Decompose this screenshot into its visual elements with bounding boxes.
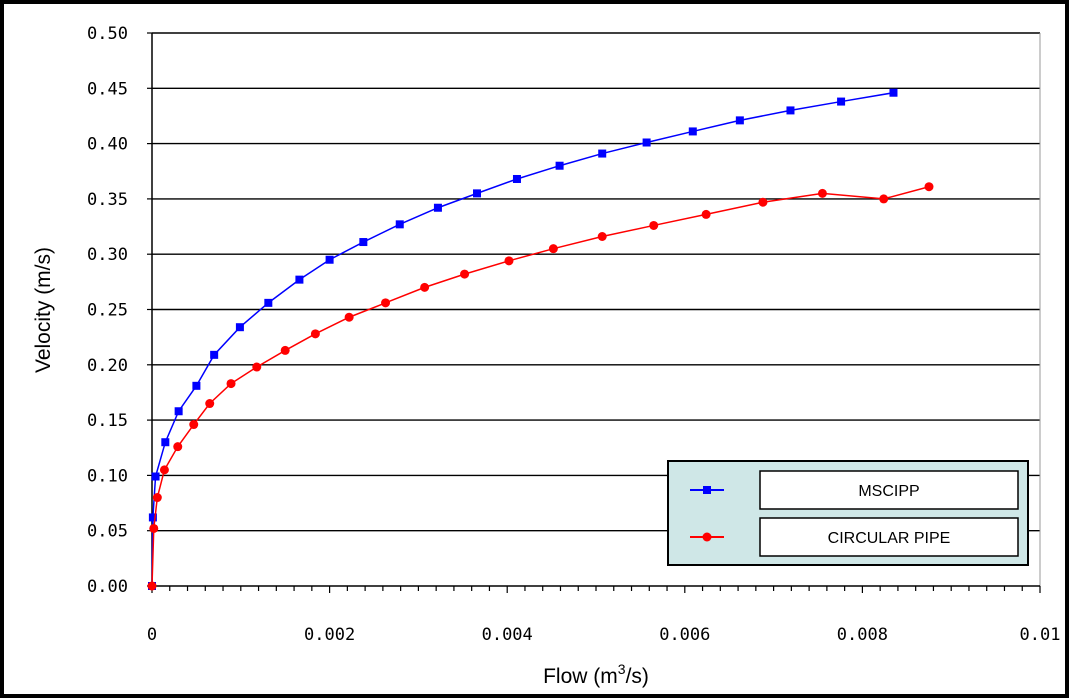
data-point (433, 203, 442, 212)
x-axis-title-sup: 3 (618, 661, 626, 677)
x-axis-title-end: /s) (626, 665, 649, 688)
data-point (174, 407, 183, 416)
data-point (460, 269, 470, 279)
data-point (420, 282, 430, 292)
legend: MSCIPP CIRCULAR PIPE (667, 460, 1029, 566)
data-point (280, 345, 290, 355)
axes (147, 32, 1041, 593)
data-point (189, 420, 199, 430)
data-point (264, 298, 273, 307)
series-layer (147, 88, 934, 591)
legend-swatch-marker (703, 486, 711, 494)
data-point (161, 438, 170, 447)
data-point (149, 523, 159, 533)
y-tick-label: 0.20 (87, 356, 128, 376)
data-point (235, 323, 244, 332)
y-tick-label: 0.30 (87, 245, 128, 265)
data-point (555, 161, 564, 170)
data-point (786, 106, 795, 115)
y-tick-label: 0.15 (87, 411, 128, 431)
data-point (701, 209, 711, 219)
series-0 (148, 88, 898, 590)
legend-label-box (759, 470, 1019, 510)
x-tick-label: 0.008 (837, 625, 888, 645)
data-point (210, 350, 219, 359)
x-tick-label: 0.01 (1020, 625, 1061, 645)
data-point (473, 189, 482, 198)
data-point (147, 581, 157, 591)
x-axis-title-main: Flow (m (543, 665, 618, 688)
data-point (924, 182, 934, 192)
x-tick-label: 0.006 (659, 625, 710, 645)
x-tick-labels: 0 0.002 0.004 0.006 0.008 0.01 (147, 625, 1061, 645)
data-point (173, 442, 183, 452)
x-tick-label: 0 (147, 625, 157, 645)
data-point (879, 194, 889, 204)
y-tick-label: 0.45 (87, 79, 128, 99)
data-point (642, 138, 651, 147)
data-point (205, 399, 215, 409)
data-point (226, 379, 236, 389)
data-point (889, 88, 898, 97)
y-tick-label: 0.50 (87, 24, 128, 44)
data-point (344, 312, 354, 322)
data-point (310, 329, 320, 339)
data-point (512, 174, 521, 183)
legend-label: MSCIPP (858, 483, 919, 500)
legend-swatch-marker (702, 532, 712, 542)
data-point (252, 362, 262, 372)
y-tick-label: 0.25 (87, 301, 128, 321)
data-point (159, 465, 169, 475)
data-point (688, 127, 697, 136)
x-tick-label: 0.004 (482, 625, 533, 645)
data-point (395, 220, 404, 229)
y-tick-label: 0.35 (87, 190, 128, 210)
y-tick-labels: 0.00 0.05 0.10 0.15 0.20 0.25 0.30 0.35 0.40 0.45… (87, 24, 128, 597)
data-point (359, 238, 368, 247)
data-point (548, 244, 558, 254)
data-point (504, 256, 514, 266)
y-tick-label: 0.05 (87, 522, 128, 542)
data-point (817, 188, 827, 198)
data-point (597, 232, 607, 242)
data-point (325, 255, 334, 264)
series-1 (147, 182, 934, 591)
grid-lines (152, 32, 1041, 586)
x-tick-label: 0.002 (304, 625, 355, 645)
y-tick-label: 0.10 (87, 466, 128, 486)
legend-label-box (759, 517, 1019, 557)
data-point (192, 381, 201, 390)
data-point (152, 493, 162, 503)
data-point (598, 149, 607, 158)
y-tick-label: 0.40 (87, 135, 128, 155)
data-point (758, 197, 768, 207)
data-point (381, 298, 391, 308)
data-point (151, 472, 160, 481)
data-point (148, 513, 157, 522)
x-axis-title: Flow (m3/s) (543, 661, 649, 688)
y-axis-title: Velocity (m/s) (32, 247, 55, 373)
data-point (837, 97, 846, 106)
y-tick-label: 0.00 (87, 577, 128, 597)
series-line (151, 91, 894, 587)
data-point (649, 220, 659, 230)
data-point (295, 275, 304, 284)
data-point (735, 116, 744, 125)
legend-label: CIRCULAR PIPE (828, 530, 951, 547)
